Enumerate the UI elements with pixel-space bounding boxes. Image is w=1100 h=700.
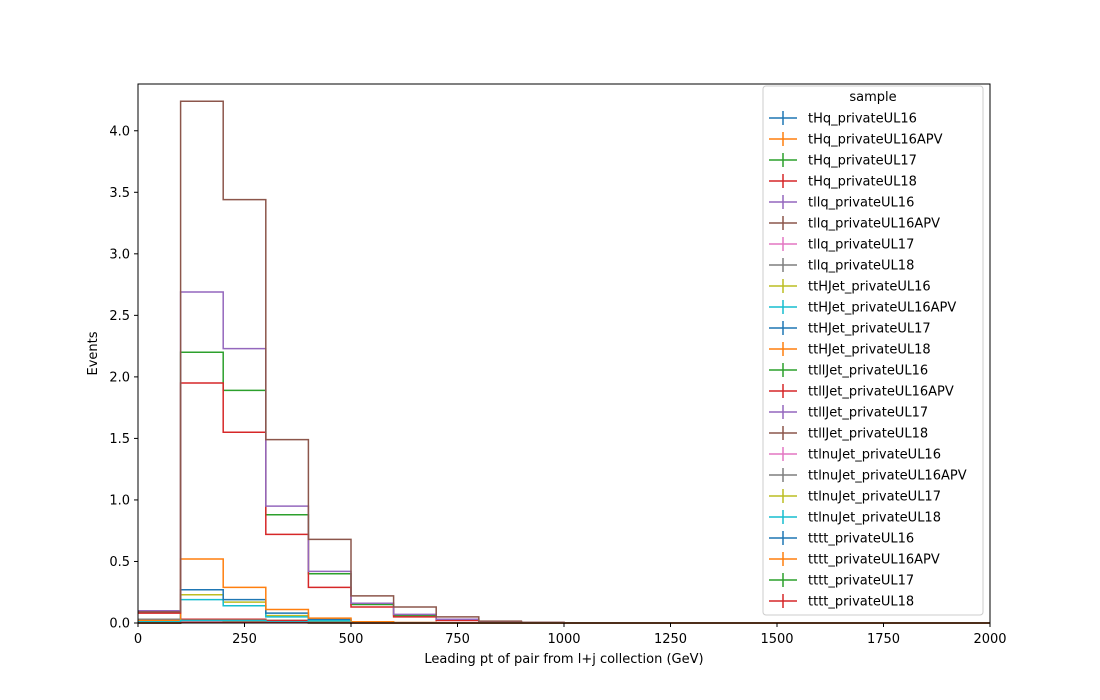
x-tick-label: 2000 — [973, 632, 1006, 647]
legend-label: ttlnuJet_privateUL17 — [808, 490, 941, 505]
legend-item: ttllJet_privateUL16 — [769, 363, 928, 379]
legend-title: sample — [849, 90, 896, 105]
y-axis-ticks: 0.0 0.5 1.0 1.5 2.0 2.5 3.0 3.5 4.0 — [109, 124, 138, 632]
legend-item: ttllJet_privateUL16APV — [769, 384, 954, 400]
legend-label: ttlnuJet_privateUL16 — [808, 448, 941, 463]
y-tick-label: 3.0 — [109, 247, 130, 262]
x-axis-label: Leading pt of pair from l+j collection (… — [424, 652, 703, 667]
legend: sample tHq_privateUL16 tHq_privateUL16APV… — [762, 85, 984, 616]
legend-item: tttt_privateUL17 — [769, 573, 914, 589]
legend-label: ttllJet_privateUL17 — [808, 406, 928, 421]
legend-item: ttlnuJet_privateUL17 — [769, 489, 941, 505]
x-tick-label: 1500 — [760, 632, 793, 647]
legend-label: ttHJet_privateUL17 — [808, 322, 931, 337]
legend-label: tttt_privateUL16 — [808, 532, 914, 547]
y-tick-label: 2.5 — [109, 309, 130, 324]
legend-item: ttlnuJet_privateUL16 — [769, 447, 941, 463]
legend-label: ttlnuJet_privateUL18 — [808, 511, 941, 526]
legend-item: tllq_privateUL16APV — [769, 216, 940, 232]
legend-label: tllq_privateUL16APV — [808, 217, 940, 232]
legend-item: ttHJet_privateUL16 — [769, 279, 931, 295]
legend-label: ttHJet_privateUL16 — [808, 280, 931, 295]
x-tick-label: 750 — [445, 632, 470, 647]
y-tick-label: 1.5 — [109, 432, 130, 447]
legend-label: ttHJet_privateUL16APV — [808, 301, 956, 316]
legend-label: tHq_privateUL17 — [808, 154, 917, 169]
legend-item: tttt_privateUL16 — [769, 531, 914, 547]
legend-label: tttt_privateUL17 — [808, 574, 914, 589]
legend-label: tHq_privateUL16APV — [808, 133, 943, 148]
legend-label: ttllJet_privateUL18 — [808, 427, 928, 442]
legend-item: tllq_privateUL17 — [769, 237, 914, 253]
legend-item: tllq_privateUL18 — [769, 258, 914, 274]
legend-label: tHq_privateUL16 — [808, 112, 917, 127]
y-tick-label: 0.5 — [109, 555, 130, 570]
legend-item: ttHJet_privateUL16APV — [769, 300, 956, 316]
legend-label: ttllJet_privateUL16APV — [808, 385, 954, 400]
x-tick-label: 1750 — [867, 632, 900, 647]
legend-item: tHq_privateUL18 — [769, 174, 917, 190]
legend-label: tllq_privateUL18 — [808, 259, 914, 274]
legend-item: ttllJet_privateUL18 — [769, 426, 928, 442]
legend-label: tllq_privateUL17 — [808, 238, 914, 253]
legend-item: ttHJet_privateUL18 — [769, 342, 931, 358]
x-axis-ticks: 0 250 500 750 1000 1250 1500 1750 2000 — [134, 623, 1007, 647]
legend-item: tHq_privateUL16APV — [769, 132, 943, 148]
legend-label: ttHJet_privateUL18 — [808, 343, 931, 358]
y-tick-label: 4.0 — [109, 124, 130, 139]
legend-item: tttt_privateUL16APV — [769, 552, 940, 568]
x-tick-label: 1250 — [654, 632, 687, 647]
legend-label: ttlnuJet_privateUL16APV — [808, 469, 967, 484]
x-tick-label: 1000 — [547, 632, 580, 647]
x-tick-label: 0 — [134, 632, 142, 647]
y-axis-label: Events — [86, 331, 101, 375]
legend-label: tllq_privateUL16 — [808, 196, 914, 211]
x-tick-label: 250 — [232, 632, 257, 647]
legend-label: ttllJet_privateUL16 — [808, 364, 928, 379]
legend-label: tHq_privateUL18 — [808, 175, 917, 190]
legend-label: tttt_privateUL16APV — [808, 553, 940, 568]
legend-box — [762, 85, 984, 616]
legend-item: ttHJet_privateUL17 — [769, 321, 931, 337]
legend-item: tllq_privateUL16 — [769, 195, 914, 211]
x-tick-label: 500 — [339, 632, 364, 647]
legend-item: ttlnuJet_privateUL16APV — [769, 468, 967, 484]
legend-label: tttt_privateUL18 — [808, 595, 914, 610]
legend-item: tHq_privateUL16 — [769, 111, 917, 127]
legend-item: ttlnuJet_privateUL18 — [769, 510, 941, 526]
y-tick-label: 1.0 — [109, 493, 130, 508]
legend-item: ttllJet_privateUL17 — [769, 405, 928, 421]
y-tick-label: 3.5 — [109, 186, 130, 201]
y-tick-label: 0.0 — [109, 617, 130, 632]
legend-item: tHq_privateUL17 — [769, 153, 917, 169]
y-tick-label: 2.0 — [109, 370, 130, 385]
legend-item: tttt_privateUL18 — [769, 594, 914, 610]
